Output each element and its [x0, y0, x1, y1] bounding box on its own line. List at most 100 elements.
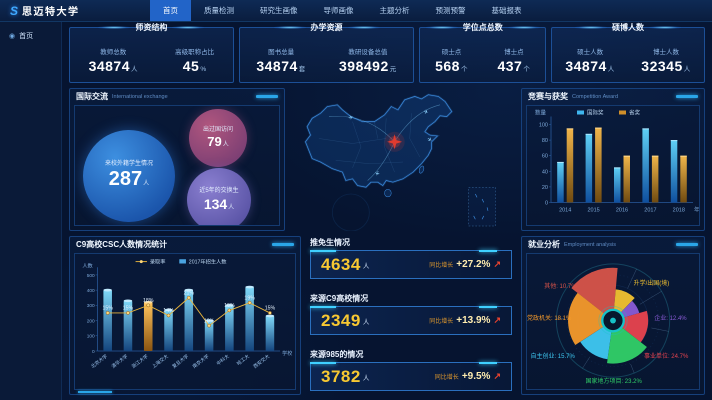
panel-accent-dash [676, 95, 698, 98]
rose-slice-label: 其他: 10.7% [544, 284, 577, 290]
svg-text:北京大学: 北京大学 [90, 353, 109, 370]
growth-indicator: 同比增长 +9.5% ↗ [434, 371, 501, 382]
svg-text:✈: ✈ [348, 114, 355, 122]
stat-doctor-points: 博士点 437个 [497, 48, 531, 74]
left-sidebar: ◉ 首页 [0, 22, 62, 400]
title-glow-left [98, 26, 131, 29]
panel-title: 国际交流 [76, 92, 108, 101]
rose-slice-label: 党政机关: 18.1% [527, 316, 572, 323]
nav-item-home[interactable]: 首页 [150, 0, 191, 21]
card-title: 办学资源 [240, 22, 414, 33]
card-title: 硕博人数 [552, 22, 704, 33]
plane-icons: ✈ ✈ ✈ ✈ [348, 108, 434, 176]
panel-subtitle: International exchange [112, 93, 168, 100]
svg-text:学校: 学校 [282, 349, 293, 357]
svg-text:21%: 21% [184, 290, 195, 296]
svg-text:15%: 15% [102, 306, 113, 312]
svg-text:西安交大: 西安交大 [252, 353, 271, 370]
south-china-sea-inset [468, 187, 496, 227]
svg-text:✈: ✈ [423, 108, 430, 116]
svg-text:2015: 2015 [587, 208, 599, 214]
panel-accent-dash [256, 95, 278, 98]
card-postgraduate-counts: 硕博人数 硕士人数 34874人 博士人数 32345人 [551, 23, 705, 83]
title-glow-right [507, 26, 540, 29]
card-title: 学位点总数 [420, 22, 545, 33]
svg-text:100: 100 [539, 123, 548, 129]
stat-senior-title-ratio: 高级职称占比 45% [175, 48, 215, 74]
panel-subtitle: Employment analysis [564, 241, 616, 248]
title-glow-right [347, 26, 380, 29]
china-map: ✈ ✈ ✈ ✈ [290, 88, 516, 232]
enrollment-row-c9-source: 来源C9高校情况 2349 人 同比增长 +13.9% ↗ [310, 293, 512, 335]
nav-menu: 首页 质量检测 研究生画像 导师画像 主题分析 预测预警 基础报表 [150, 0, 535, 21]
growth-indicator: 同比增长 +27.2% ↗ [429, 259, 501, 270]
employment-rose-chart: 其他: 10.7% 升学/出国(境) 企业: 12.4% 事业单位: 24.7% 国家地… [527, 254, 699, 389]
stat-master-points: 硕士点 568个 [435, 48, 468, 74]
svg-text:省奖: 省奖 [629, 109, 641, 117]
panel-competition-award: 竞赛与获奖 Competition Award 0 20 40 60 80 100 2014… [521, 88, 705, 231]
svg-text:0: 0 [92, 349, 95, 355]
svg-text:清华大学: 清华大学 [110, 353, 129, 370]
svg-text:南京大学: 南京大学 [191, 353, 210, 370]
svg-text:复旦大学: 复旦大学 [171, 353, 190, 370]
svg-text:200: 200 [87, 318, 95, 324]
panel-title: 就业分析 [528, 240, 560, 249]
logo-text: 思迈特大学 [22, 7, 80, 18]
nav-item-quality-check[interactable]: 质量检测 [204, 6, 234, 15]
rose-slice-label: 国家地方项目: 23.2% [585, 378, 642, 385]
competition-award-bar-chart: 0 20 40 60 80 100 2014 2015 2016 2017 2018 国际奖 省奖 数量年… [535, 109, 699, 214]
flight-routes [328, 104, 441, 181]
svg-text:✈: ✈ [426, 136, 434, 145]
title-glow-left [273, 26, 306, 29]
svg-text:16%: 16% [224, 303, 235, 309]
title-glow-right [172, 26, 205, 29]
top-navbar: S 思迈特大学 首页 质量检测 研究生画像 导师画像 主题分析 预测预警 基础报… [0, 0, 712, 22]
panel-international-exchange: 国际交流 International exchange 来校外籍学生情况 287… [69, 88, 285, 231]
svg-text:上海交大: 上海交大 [150, 353, 169, 370]
svg-text:60: 60 [542, 154, 548, 160]
title-glow-left [575, 26, 608, 29]
svg-text:15%: 15% [265, 306, 276, 312]
nav-item-forecast-warning[interactable]: 预测预警 [435, 6, 466, 15]
svg-text:中科大: 中科大 [215, 353, 231, 367]
svg-text:20: 20 [542, 185, 548, 191]
taiwan-island [418, 165, 425, 174]
card-school-resources: 办学资源 图书总量 34874套 教研设备总值 398492元 [238, 23, 415, 83]
bubble-abroad-visits: 出过国访问 79人 [189, 109, 247, 167]
svg-text:18%: 18% [143, 298, 154, 304]
sidebar-item-home[interactable]: ◉ 首页 [0, 31, 61, 41]
nav-item-topic-analysis[interactable]: 主题分析 [379, 6, 410, 15]
stat-master-count: 硕士人数 34874人 [565, 48, 615, 74]
svg-text:数量: 数量 [535, 109, 547, 117]
svg-text:2014: 2014 [559, 208, 571, 214]
svg-text:2017: 2017 [644, 208, 656, 214]
nav-item-graduate-profile[interactable]: 研究生画像 [260, 6, 298, 15]
svg-text:80: 80 [542, 138, 548, 144]
rose-slice-label: 企业: 12.4% [654, 316, 687, 323]
growth-indicator: 同比增长 +13.9% ↗ [429, 315, 501, 326]
hainan-island [384, 189, 392, 198]
svg-text:人数: 人数 [82, 261, 93, 269]
svg-text:哈工大: 哈工大 [235, 353, 251, 367]
home-bullet-icon: ◉ [9, 33, 16, 40]
svg-text:年份: 年份 [694, 206, 699, 214]
middle-row: 国际交流 International exchange 来校外籍学生情况 287… [69, 88, 705, 232]
card-degree-points: 学位点总数 硕士点 568个 博士点 437个 [419, 23, 547, 83]
svg-text:国际奖: 国际奖 [587, 109, 604, 117]
title-glow-right [649, 26, 682, 29]
panel-accent-dash [676, 243, 698, 246]
svg-text:2017年招生人数: 2017年招生人数 [189, 258, 227, 266]
svg-text:300: 300 [87, 303, 95, 309]
svg-text:40: 40 [542, 169, 548, 175]
panel-accent-dash [272, 243, 294, 246]
nav-item-supervisor-profile[interactable]: 导师画像 [323, 6, 354, 15]
svg-text:14%: 14% [163, 308, 174, 314]
province-borders [318, 113, 421, 173]
rose-slice-label: 事业单位: 24.7% [643, 354, 689, 361]
panel-subtitle: Competition Award [572, 93, 619, 100]
china-map-svg: ✈ ✈ ✈ ✈ [304, 93, 496, 232]
bubble-foreign-students: 来校外籍学生情况 287人 [83, 130, 175, 222]
stat-teacher-total: 教师总数 34874人 [88, 48, 139, 74]
panel-title: C9高校CSC人数情况统计 [76, 240, 168, 249]
nav-item-basic-reports[interactable]: 基础报表 [491, 6, 522, 15]
